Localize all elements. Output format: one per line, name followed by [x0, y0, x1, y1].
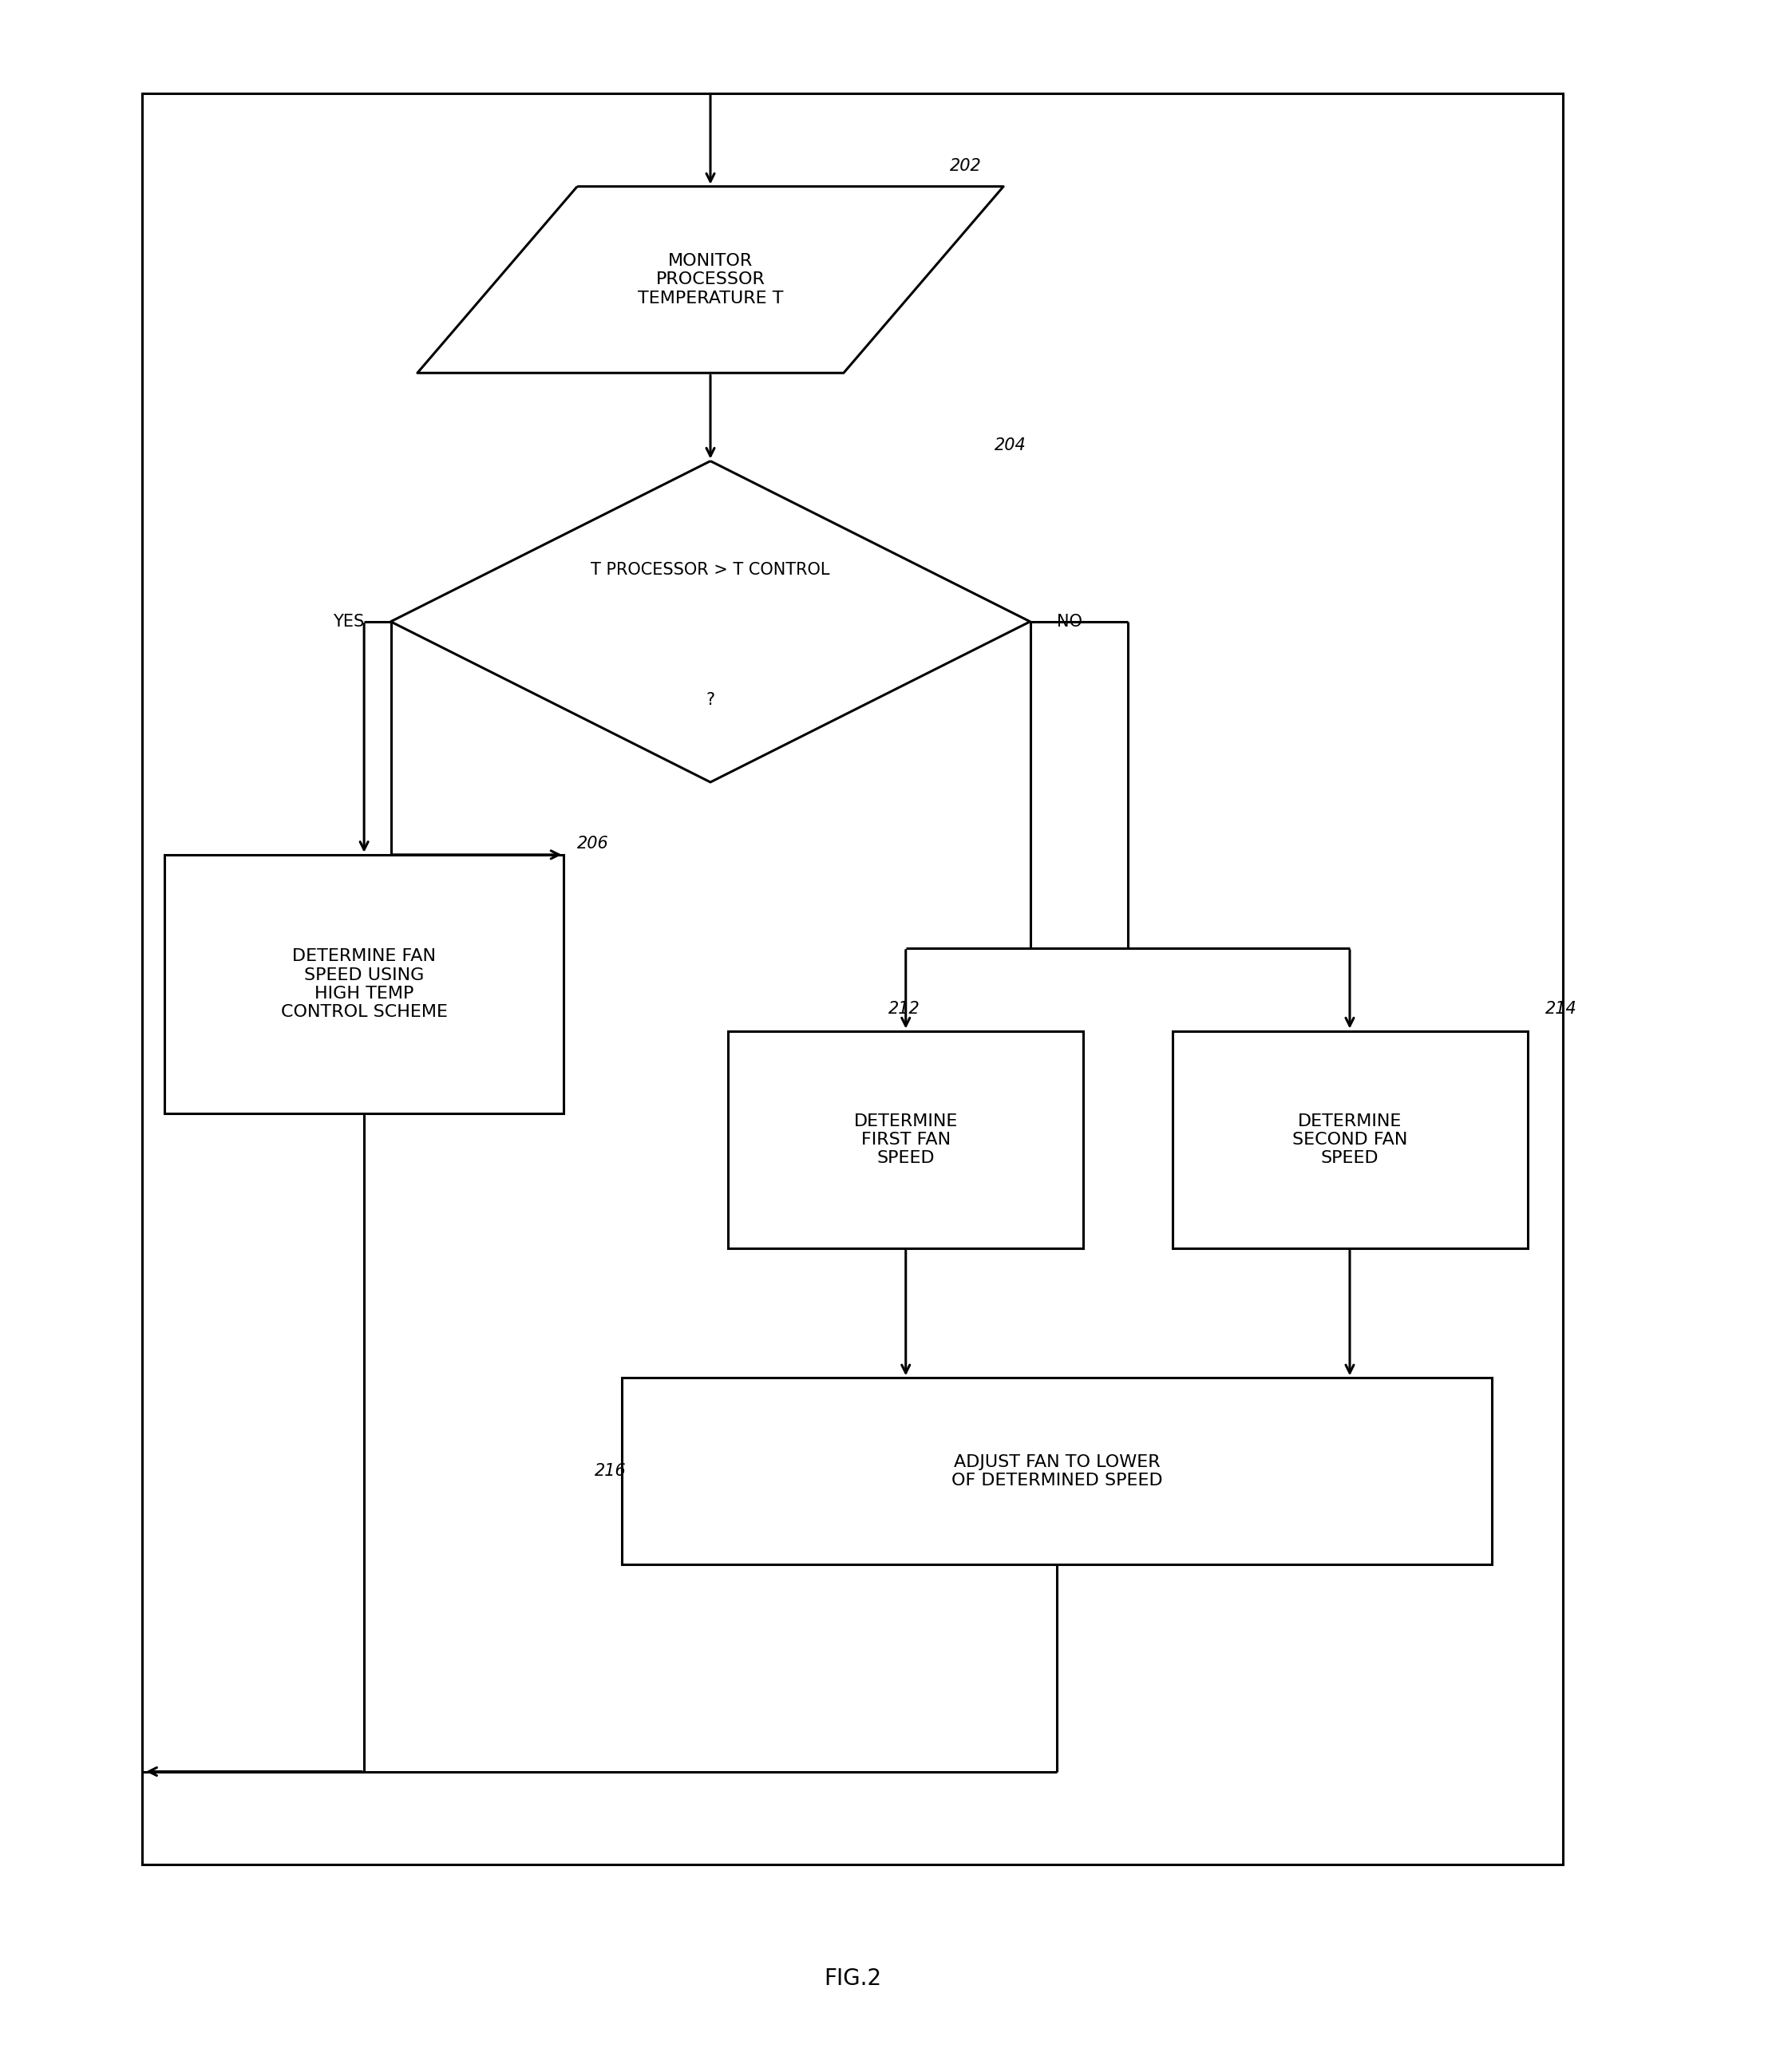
Text: T PROCESSOR > T CONTROL: T PROCESSOR > T CONTROL	[591, 562, 829, 578]
Text: 202: 202	[950, 157, 982, 174]
Text: DETERMINE
FIRST FAN
SPEED: DETERMINE FIRST FAN SPEED	[854, 1113, 957, 1167]
Text: YES: YES	[332, 613, 364, 630]
Text: 214: 214	[1545, 1001, 1577, 1017]
Bar	[163, 854, 565, 1113]
Bar	[1172, 1030, 1527, 1247]
Text: NO: NO	[1057, 613, 1082, 630]
Bar	[622, 1378, 1492, 1564]
Text: 206: 206	[577, 835, 609, 852]
Text: ?: ?	[707, 692, 714, 709]
Text: DETERMINE FAN
SPEED USING
HIGH TEMP
CONTROL SCHEME: DETERMINE FAN SPEED USING HIGH TEMP CONT…	[281, 949, 448, 1019]
Text: ADJUST FAN TO LOWER
OF DETERMINED SPEED: ADJUST FAN TO LOWER OF DETERMINED SPEED	[952, 1455, 1162, 1488]
Text: 204: 204	[995, 437, 1027, 454]
Text: DETERMINE
SECOND FAN
SPEED: DETERMINE SECOND FAN SPEED	[1293, 1113, 1407, 1167]
Text: MONITOR
PROCESSOR
TEMPERATURE T: MONITOR PROCESSOR TEMPERATURE T	[638, 253, 783, 307]
Text: FIG.2: FIG.2	[824, 1968, 881, 1989]
Text: 216: 216	[595, 1463, 627, 1479]
Bar	[728, 1030, 1083, 1247]
Bar	[142, 93, 1563, 1865]
Text: 212: 212	[888, 1001, 920, 1017]
